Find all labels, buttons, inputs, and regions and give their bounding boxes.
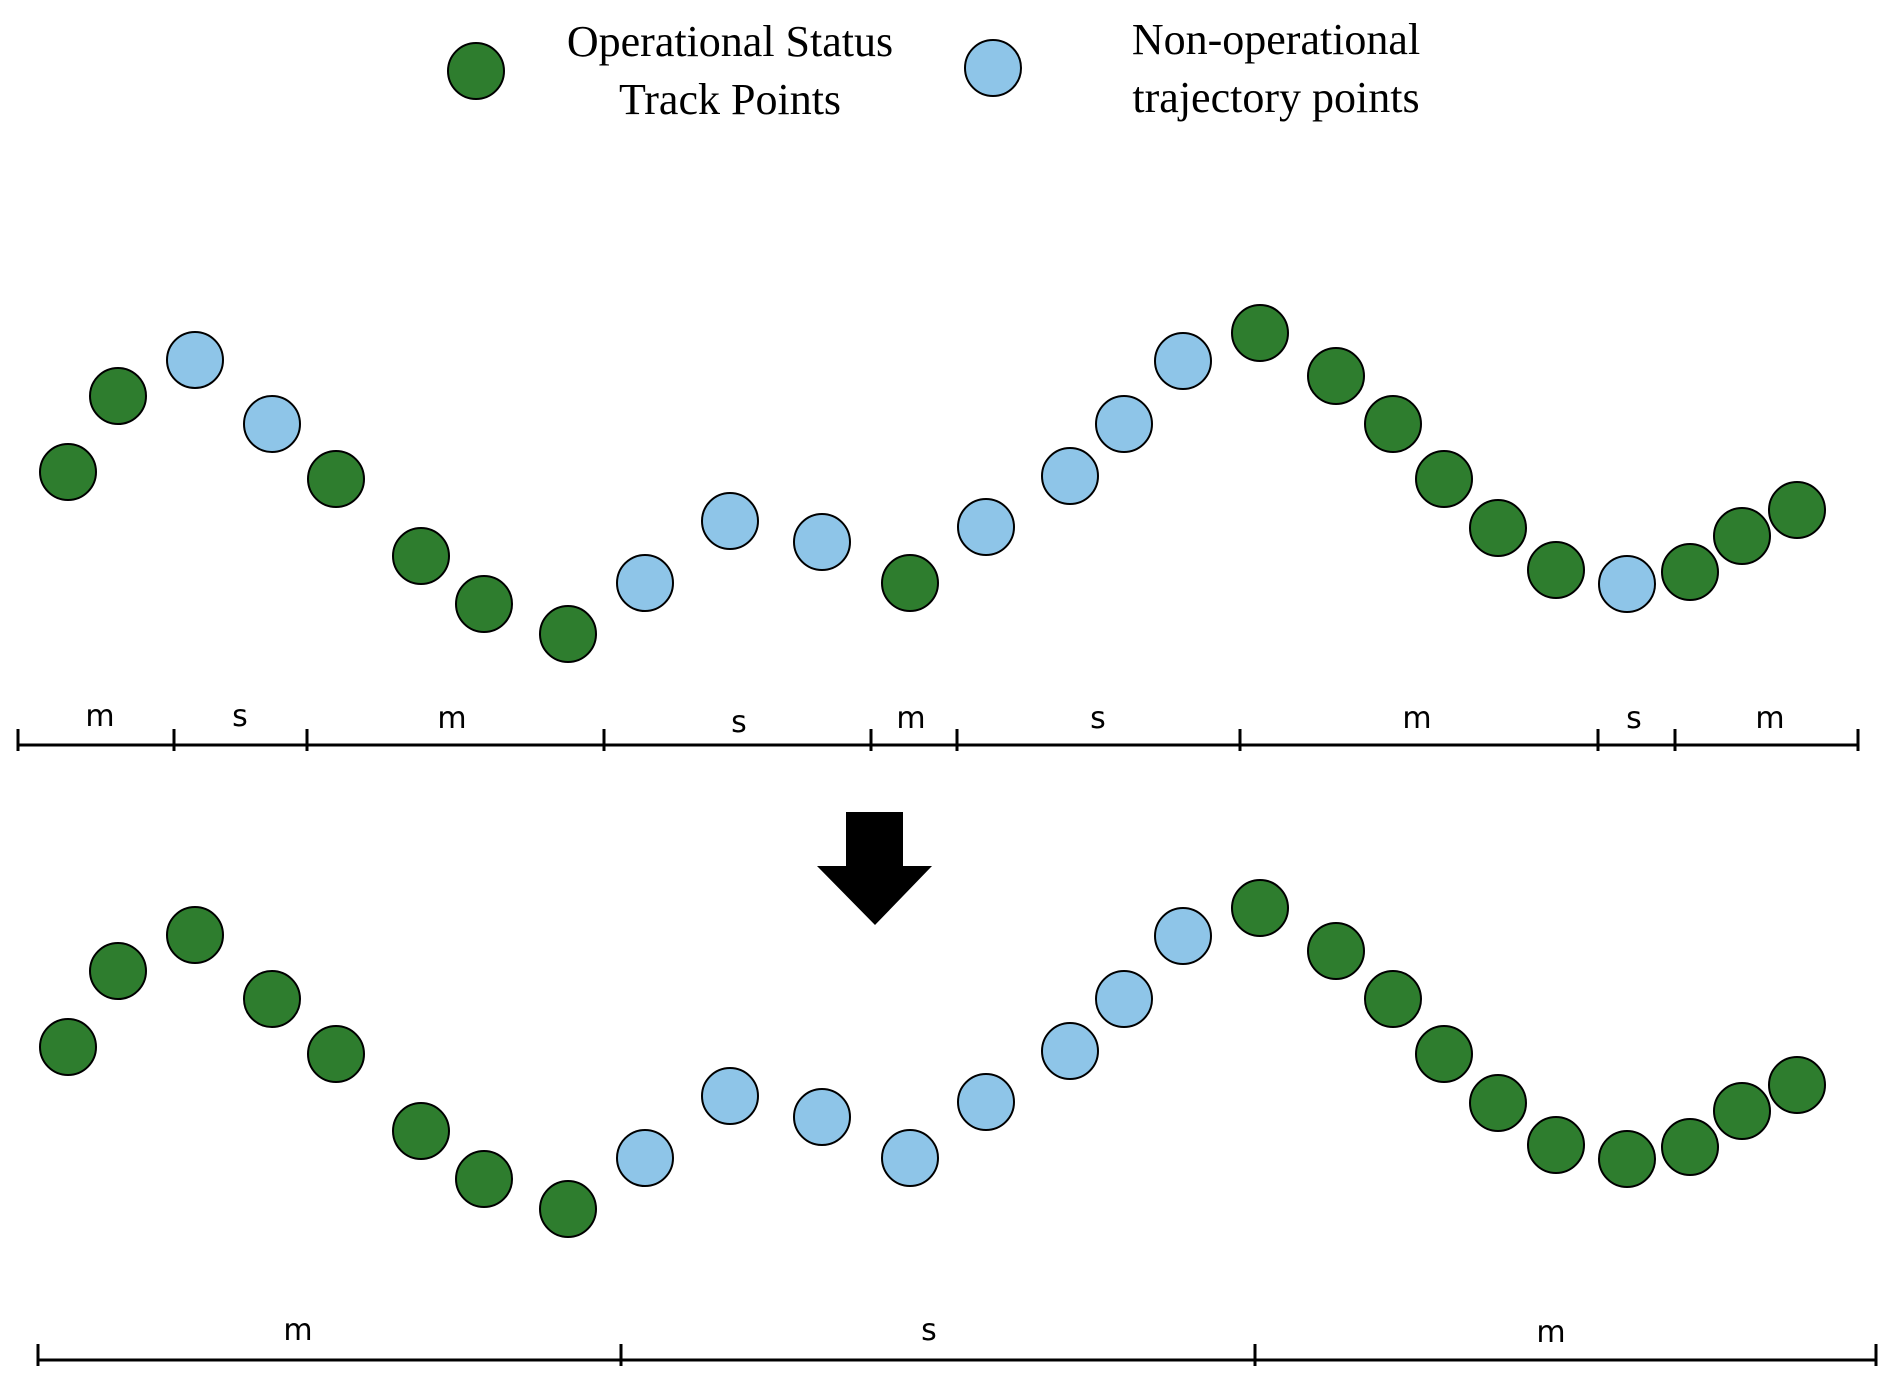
bottom-trajectory xyxy=(39,879,1826,1238)
operational-point xyxy=(1527,1116,1585,1174)
bottom-segment-label: m xyxy=(283,1313,312,1348)
top-segment-label: m xyxy=(1402,701,1431,736)
operational-point xyxy=(1415,450,1473,508)
nonoperational-point xyxy=(1041,1022,1099,1080)
nonoperational-point xyxy=(1154,332,1212,390)
operational-point xyxy=(39,1018,97,1076)
operational-point xyxy=(1598,1130,1656,1188)
operational-point xyxy=(539,605,597,663)
nonoperational-point xyxy=(1041,447,1099,505)
operational-point xyxy=(881,554,939,612)
nonoperational-point xyxy=(957,498,1015,556)
operational-point xyxy=(1713,1082,1771,1140)
operational-point xyxy=(1231,879,1289,937)
nonoperational-point xyxy=(166,331,224,389)
operational-point xyxy=(166,906,224,964)
operational-point xyxy=(1469,1074,1527,1132)
legend-operational-label-line1: Operational Status xyxy=(567,17,893,66)
nonoperational-point xyxy=(616,554,674,612)
operational-point xyxy=(1307,347,1365,405)
nonoperational-point xyxy=(1154,907,1212,965)
operational-point xyxy=(1713,507,1771,565)
operational-point xyxy=(1469,499,1527,557)
nonoperational-point xyxy=(701,1067,759,1125)
top-segment-label: s xyxy=(1626,701,1642,736)
legend-operational-swatch xyxy=(447,42,505,100)
operational-point xyxy=(1364,395,1422,453)
top-segment-label: s xyxy=(1090,701,1106,736)
operational-point xyxy=(455,575,513,633)
top-segment-label: s xyxy=(731,705,747,740)
nonoperational-point xyxy=(1598,555,1656,613)
nonoperational-point xyxy=(616,1129,674,1187)
top-segment-label: s xyxy=(232,699,248,734)
nonoperational-point xyxy=(243,395,301,453)
top-trajectory xyxy=(39,304,1826,663)
operational-point xyxy=(1768,481,1826,539)
operational-point xyxy=(392,527,450,585)
nonoperational-point xyxy=(793,513,851,571)
nonoperational-point xyxy=(957,1073,1015,1131)
operational-point xyxy=(1415,1025,1473,1083)
nonoperational-point xyxy=(1095,970,1153,1028)
operational-point xyxy=(307,450,365,508)
legend-nonoperational-label-line2: trajectory points xyxy=(1132,73,1419,122)
operational-point xyxy=(392,1102,450,1160)
operational-point xyxy=(307,1025,365,1083)
bottom-segment-axis: m s m xyxy=(36,1313,1878,1366)
top-segment-label: m xyxy=(437,701,466,736)
nonoperational-point xyxy=(881,1129,939,1187)
operational-point xyxy=(1661,1118,1719,1176)
operational-point xyxy=(455,1150,513,1208)
bottom-segment-label: m xyxy=(1536,1315,1565,1350)
operational-point xyxy=(1231,304,1289,362)
operational-point xyxy=(1768,1056,1826,1114)
operational-point xyxy=(1661,543,1719,601)
top-segment-axis: m s m s m s m s m xyxy=(16,699,1860,751)
operational-point xyxy=(1364,970,1422,1028)
operational-point xyxy=(539,1180,597,1238)
legend: Operational Status Track Points Non-oper… xyxy=(447,15,1420,124)
top-segment-label: m xyxy=(1755,701,1784,736)
operational-point xyxy=(243,970,301,1028)
nonoperational-point xyxy=(793,1088,851,1146)
legend-nonoperational-label-line1: Non-operational xyxy=(1132,15,1420,64)
nonoperational-point xyxy=(701,492,759,550)
nonoperational-point xyxy=(1095,395,1153,453)
operational-point xyxy=(1307,922,1365,980)
top-segment-label: m xyxy=(896,701,925,736)
operational-point xyxy=(89,367,147,425)
top-segment-label: m xyxy=(85,699,114,734)
operational-point xyxy=(89,942,147,1000)
legend-nonoperational-swatch xyxy=(964,39,1022,97)
legend-operational-label-line2: Track Points xyxy=(619,75,841,124)
bottom-segment-label: s xyxy=(921,1313,937,1348)
down-arrow-icon xyxy=(817,812,932,925)
operational-point xyxy=(39,443,97,501)
operational-point xyxy=(1527,541,1585,599)
